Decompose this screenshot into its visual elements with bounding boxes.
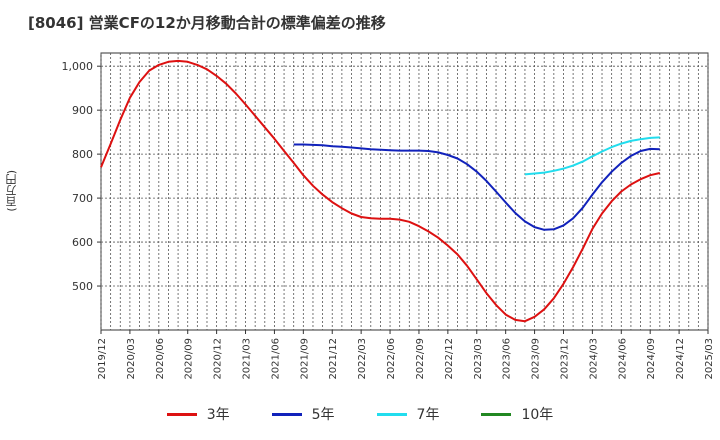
x-tick-label: 2020/06 [155, 338, 166, 380]
x-tick-label: 2021/12 [328, 338, 339, 380]
plot-area [100, 52, 709, 331]
legend-swatch [481, 412, 512, 416]
chart-plot: 500 600 700 800 900 1,000 2019/12 2020/03 2020/… [62, 52, 715, 380]
legend-item: 7年 [376, 404, 440, 424]
x-tick-label: 2022/09 [415, 338, 426, 380]
x-tick-label: 2023/09 [531, 338, 542, 380]
x-tick-label: 2023/06 [502, 338, 513, 380]
series-line-5年 [293, 143, 660, 231]
x-axis-ticks: 2019/12 2020/03 2020/06 2020/09 2020/12 2021/… [97, 330, 715, 380]
x-tick-label: 2020/12 [213, 338, 224, 380]
legend-swatch [166, 412, 197, 416]
x-tick-label: 2024/09 [646, 338, 657, 380]
x-tick-label: 2021/09 [299, 338, 310, 380]
x-tick-label: 2020/03 [126, 338, 137, 380]
x-tick-label: 2021/03 [242, 338, 253, 380]
legend-label: 5年 [311, 407, 335, 423]
x-tick-label: 2024/12 [675, 338, 686, 380]
y-tick-label: 1,000 [62, 60, 94, 73]
series-line-7年 [524, 136, 660, 176]
x-tick-label: 2025/03 [704, 338, 715, 380]
legend-item: 3年 [166, 404, 230, 424]
legend-label: 3年 [206, 407, 230, 423]
legend-swatch [271, 412, 302, 416]
legend: 3年 5年 7年 10年 [0, 404, 720, 424]
x-tick-label: 2023/03 [473, 338, 484, 380]
y-tick-label: 700 [72, 192, 93, 205]
y-tick-label: 600 [72, 236, 93, 249]
y-tick-label: 900 [72, 104, 93, 117]
x-tick-label: 2022/03 [357, 338, 368, 380]
legend-label: 7年 [416, 407, 440, 423]
y-tick-label: 800 [72, 148, 93, 161]
legend-label: 10年 [521, 407, 554, 423]
chart-title: [8046] 営業CFの12か月移動合計の標準偏差の推移 [28, 14, 386, 32]
x-tick-label: 2022/06 [386, 338, 397, 380]
legend-item: 10年 [481, 404, 553, 424]
series-lines [100, 59, 661, 323]
x-tick-label: 2019/12 [97, 338, 108, 380]
x-tick-label: 2022/12 [444, 338, 455, 380]
x-tick-label: 2024/03 [588, 338, 599, 380]
legend-swatch [376, 412, 407, 416]
y-tick-label: 500 [72, 280, 93, 293]
y-axis-ticks: 500 600 700 800 900 1,000 [62, 60, 101, 293]
x-tick-label: 2021/06 [270, 338, 281, 380]
legend-item: 5年 [271, 404, 335, 424]
x-tick-label: 2020/09 [184, 338, 195, 380]
x-tick-label: 2024/06 [617, 338, 628, 380]
x-tick-label: 2023/12 [559, 338, 570, 380]
series-line-3年 [100, 59, 661, 323]
